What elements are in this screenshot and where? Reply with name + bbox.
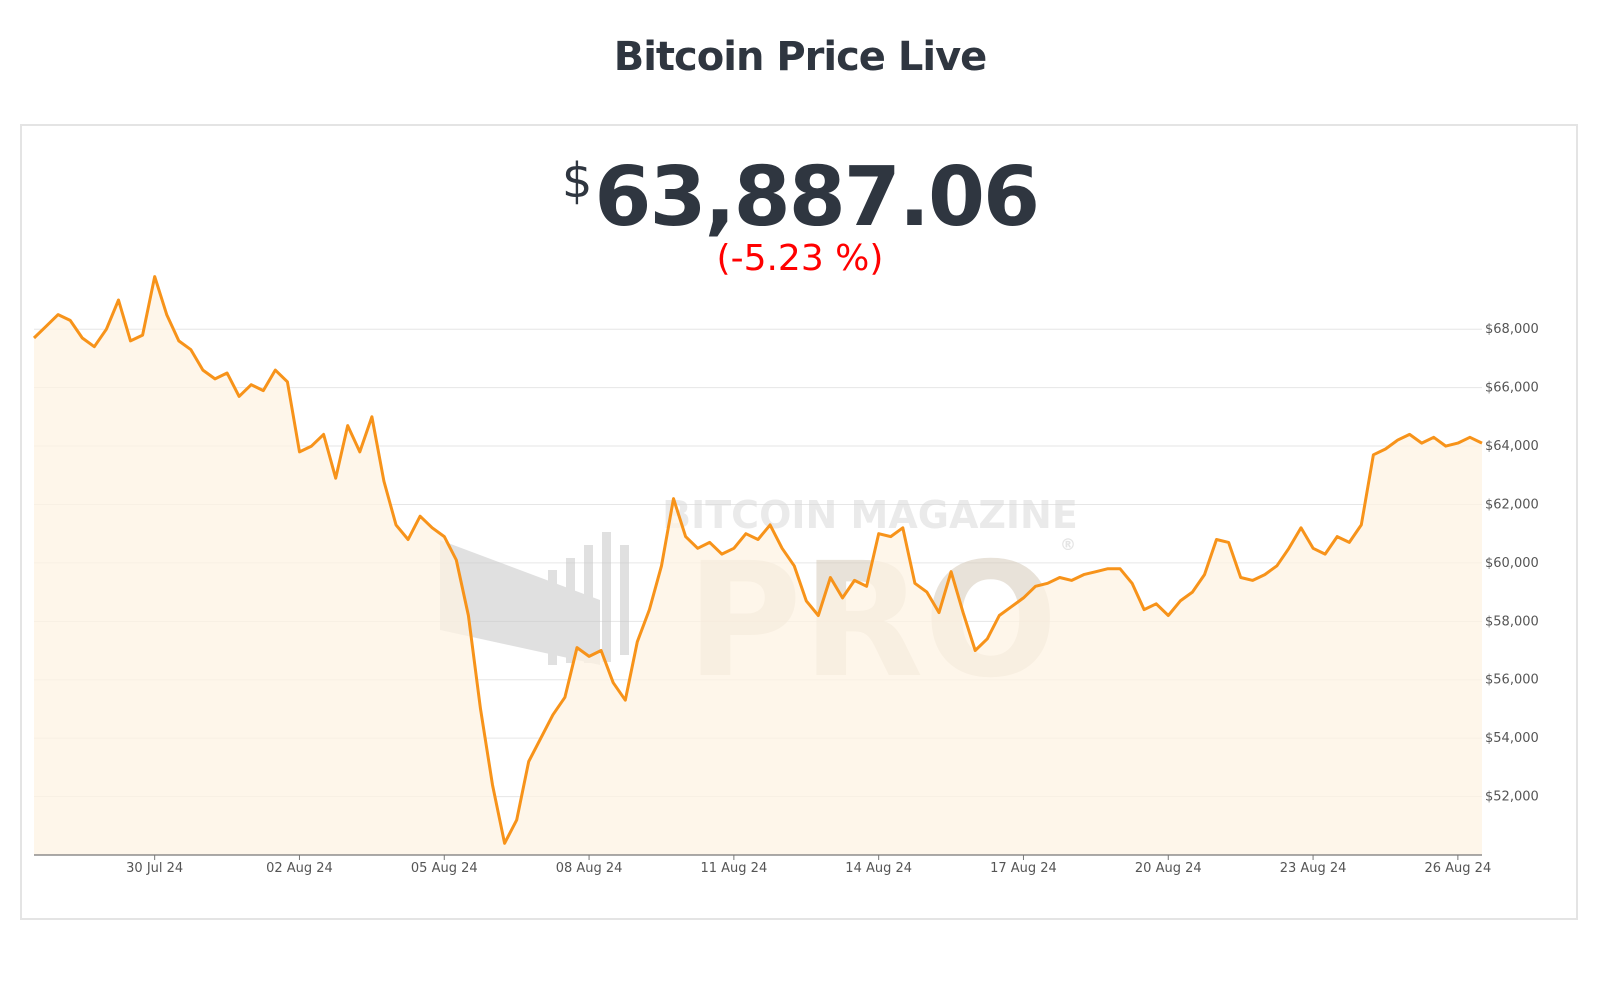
watermark-registered: ® — [1060, 535, 1076, 554]
x-tick-label: 20 Aug 24 — [1135, 861, 1202, 876]
price-value: 63,887.06 — [594, 150, 1040, 245]
current-price: $63,887.06 — [0, 150, 1600, 245]
currency-symbol: $ — [561, 153, 593, 209]
price-change: (-5.23 %) — [716, 238, 884, 279]
x-tick-label: 26 Aug 24 — [1424, 861, 1491, 876]
price-line — [32, 275, 1483, 845]
x-tick-label: 11 Aug 24 — [700, 861, 767, 876]
y-tick-label: $64,000 — [1485, 439, 1539, 454]
y-tick-label: $62,000 — [1485, 497, 1539, 512]
y-tick-label: $60,000 — [1485, 556, 1539, 571]
watermark-logo-icon — [440, 532, 629, 665]
y-tick-label: $66,000 — [1485, 381, 1539, 396]
tick-labels: $52,000 $54,000 $56,000 $58,000 $60,000 $62,0… — [126, 322, 1539, 876]
x-tick-label: 08 Aug 24 — [556, 861, 623, 876]
y-tick-label: $68,000 — [1485, 322, 1539, 337]
x-tick-label: 14 Aug 24 — [845, 861, 912, 876]
y-tick-label: $58,000 — [1485, 614, 1539, 629]
x-tick-label: 17 Aug 24 — [990, 861, 1057, 876]
y-tick-label: $52,000 — [1485, 790, 1539, 805]
y-tick-label: $56,000 — [1485, 673, 1539, 688]
y-tick-label: $54,000 — [1485, 731, 1539, 746]
x-tick-label: 30 Jul 24 — [126, 861, 183, 876]
x-tick-label: 23 Aug 24 — [1280, 861, 1347, 876]
x-tick-label: 02 Aug 24 — [266, 861, 333, 876]
watermark-line1: BITCOIN MAGAZINE — [662, 493, 1078, 537]
x-tick-label: 05 Aug 24 — [411, 861, 478, 876]
area-layer — [32, 275, 1483, 856]
price-area — [34, 276, 1482, 856]
page-title: Bitcoin Price Live — [613, 34, 988, 80]
